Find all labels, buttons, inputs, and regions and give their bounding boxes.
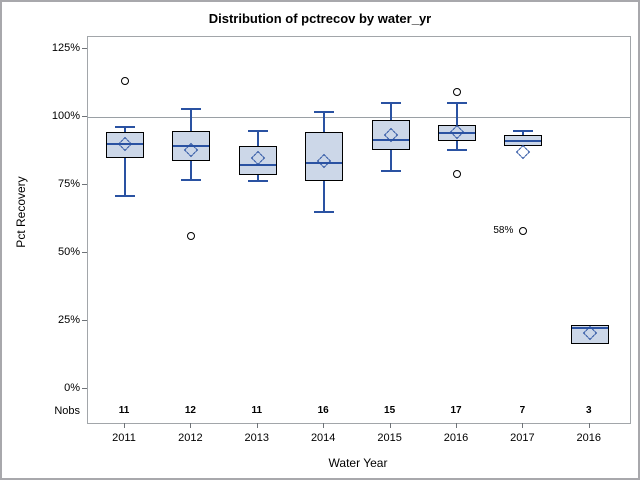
outlier-circle [186, 232, 195, 241]
upper-whisker [323, 111, 326, 132]
x-tick-label: 2016 [576, 432, 602, 444]
lower-whisker-cap [115, 194, 135, 197]
outlier-circle [452, 88, 461, 97]
x-tick-mark [323, 423, 325, 428]
nobs-value: 15 [384, 405, 396, 416]
outlier-circle [452, 169, 461, 178]
upper-whisker [456, 103, 458, 126]
x-tick-label: 2015 [377, 432, 402, 444]
y-tick-mark [82, 116, 87, 117]
upper-whisker-cap [380, 102, 401, 105]
lower-whisker [190, 160, 193, 180]
upper-whisker [256, 130, 259, 146]
lower-whisker [124, 157, 126, 196]
y-tick-mark [82, 48, 87, 49]
y-tick-mark [82, 252, 87, 253]
mean-diamond [516, 145, 531, 160]
x-tick-label: 2016 [443, 432, 469, 444]
lower-whisker [256, 175, 259, 181]
nobs-value: 16 [317, 405, 329, 416]
upper-whisker-cap [447, 102, 467, 105]
x-tick-label: 2012 [178, 432, 203, 444]
iqr-box [305, 131, 344, 181]
plot-area: 58% [87, 36, 631, 424]
y-tick-label: 0% [64, 382, 80, 394]
median-line [571, 326, 608, 329]
iqr-box [570, 325, 609, 345]
upper-whisker-cap [247, 129, 268, 132]
iqr-box [504, 134, 543, 146]
x-tick-label: 2017 [510, 432, 535, 444]
x-tick-mark [190, 423, 192, 428]
upper-whisker-cap [513, 129, 534, 132]
y-tick-label: 50% [57, 246, 80, 258]
outlier-value-label: 58% [493, 225, 514, 237]
upper-whisker-cap [115, 125, 135, 128]
x-axis-title: Water Year [328, 456, 388, 470]
upper-whisker [389, 103, 392, 120]
outlier-circle [518, 226, 527, 235]
iqr-box [238, 145, 277, 176]
x-tick-mark [588, 423, 590, 428]
lower-whisker [456, 141, 458, 150]
x-tick-mark [124, 423, 125, 428]
x-tick-mark [389, 423, 391, 428]
y-tick-label: 100% [51, 110, 80, 122]
median-line [173, 144, 210, 147]
x-tick-label: 2011 [112, 432, 136, 444]
lower-whisker-cap [380, 170, 401, 173]
upper-whisker [124, 126, 126, 132]
outlier-circle [120, 77, 129, 86]
iqr-box [371, 119, 410, 150]
nobs-value: 12 [184, 405, 196, 416]
upper-whisker [190, 108, 193, 131]
x-tick-label: 2014 [310, 432, 336, 444]
reference-line-100pct [88, 117, 630, 118]
x-tick-mark [456, 423, 457, 428]
y-tick-mark [82, 388, 87, 389]
chart-title: Distribution of pctrecov by water_yr [208, 11, 432, 26]
upper-whisker [522, 130, 525, 135]
upper-whisker-cap [314, 110, 335, 113]
median-line [306, 162, 343, 165]
y-tick-mark [82, 184, 87, 185]
lower-whisker [323, 180, 326, 213]
nobs-value: 7 [519, 405, 526, 416]
lower-whisker-cap [314, 211, 335, 214]
lower-whisker-cap [247, 179, 268, 182]
nobs-value: 3 [586, 405, 592, 416]
x-tick-mark [256, 423, 258, 428]
lower-whisker [389, 149, 392, 172]
y-tick-mark [82, 320, 87, 321]
lower-whisker-cap [181, 178, 202, 181]
x-tick-mark [522, 423, 524, 428]
y-tick-label: 75% [57, 178, 80, 190]
median-line [372, 139, 409, 142]
y-tick-label: 25% [57, 314, 80, 326]
y-tick-label: 125% [51, 42, 80, 54]
nobs-value: 11 [251, 405, 263, 416]
upper-whisker-cap [181, 107, 202, 110]
x-tick-label: 2013 [244, 432, 270, 444]
median-line [239, 163, 276, 166]
y-axis-title: Pct Recovery [14, 176, 28, 248]
nobs-value: 17 [450, 405, 462, 416]
median-line [439, 132, 475, 135]
nobs-value: 11 [118, 405, 130, 416]
median-line [505, 140, 542, 143]
lower-whisker-cap [447, 148, 467, 151]
nobs-row-label: Nobs [54, 405, 80, 417]
median-line [107, 143, 143, 146]
